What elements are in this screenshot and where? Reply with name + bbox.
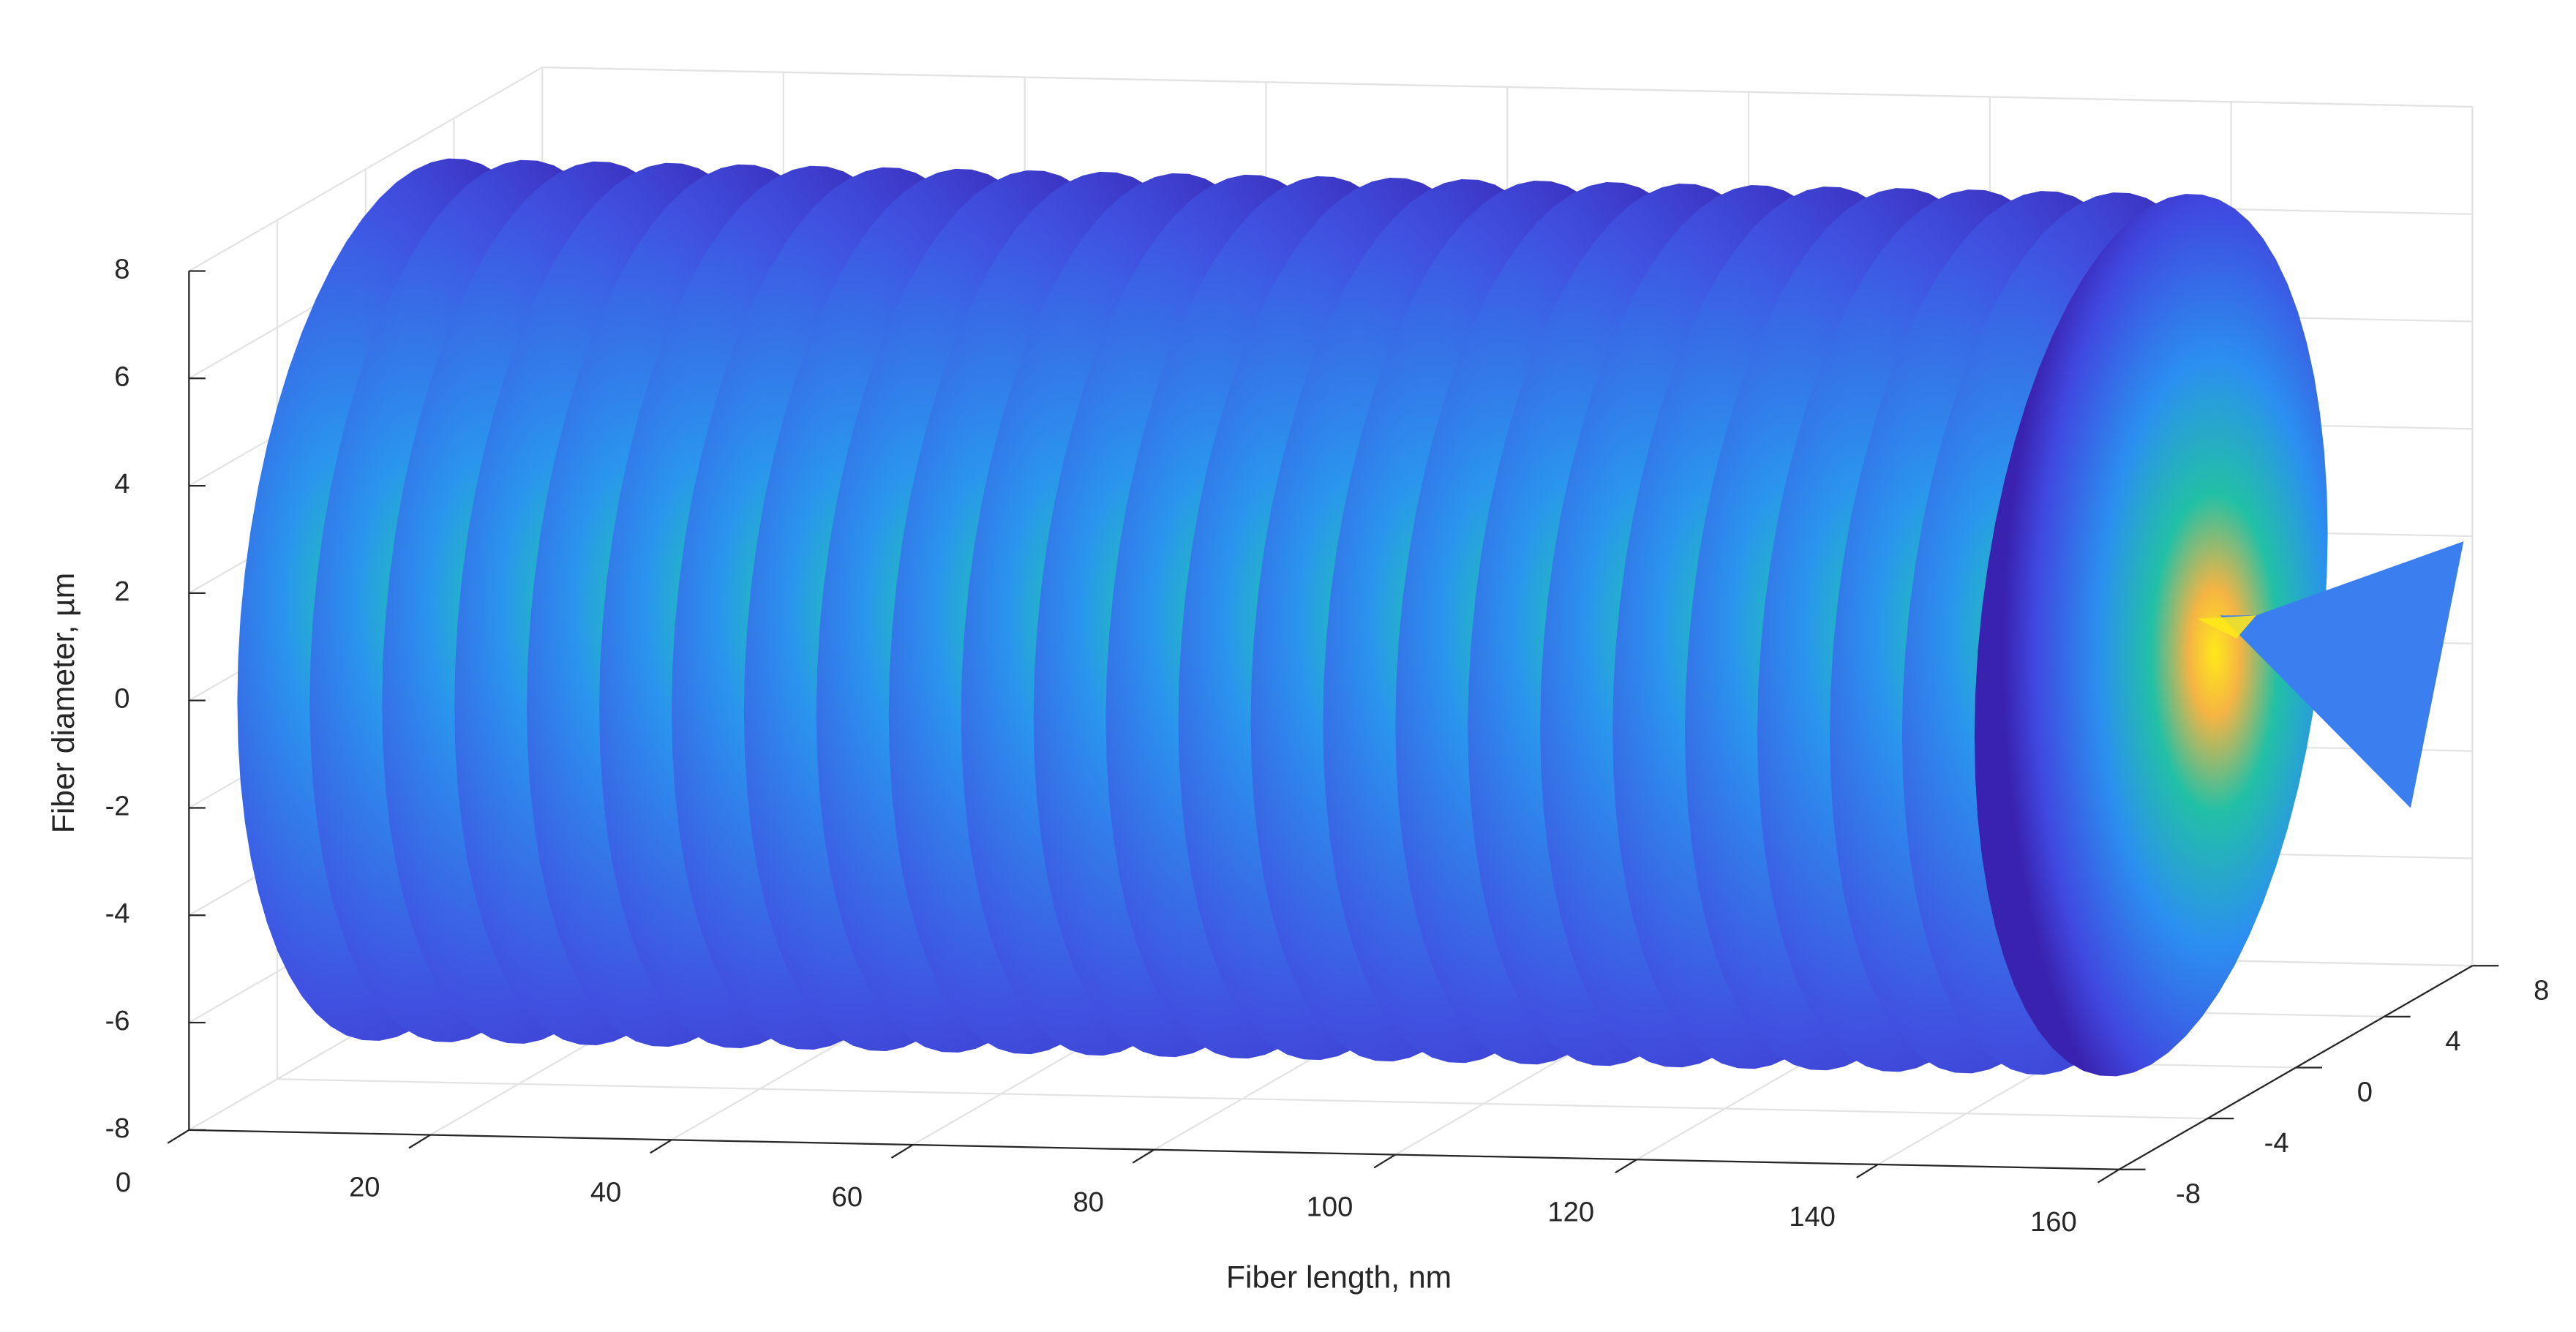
z-tick-label: 6	[114, 361, 129, 392]
z-tick-label: -4	[105, 898, 130, 929]
x-tick	[890, 1144, 914, 1159]
y-tick-label: -8	[2176, 1178, 2201, 1210]
z-tick-label: -2	[105, 791, 130, 822]
grid-line	[277, 1078, 2208, 1120]
x-tick	[1856, 1164, 1879, 1178]
z-tick-label: 0	[114, 683, 129, 715]
x-tick-label: 40	[590, 1176, 621, 1208]
x-axis-line	[189, 1129, 2119, 1170]
x-tick	[2097, 1168, 2120, 1184]
x-tick-label: 100	[1307, 1192, 1353, 1223]
x-tick-label: 120	[1547, 1196, 1594, 1227]
y-tick-label: 0	[2357, 1076, 2373, 1107]
z-tick-label: 2	[114, 576, 129, 607]
y-tick-label: -4	[2264, 1127, 2289, 1159]
box-edge	[542, 66, 2473, 108]
x-tick	[408, 1134, 431, 1149]
z-tick-label: -8	[105, 1113, 130, 1144]
y-tick-label: 8	[2534, 974, 2549, 1006]
x-tick-label: 60	[832, 1181, 863, 1213]
x-tick	[167, 1129, 189, 1144]
x-tick-label: 0	[116, 1167, 131, 1198]
x-tick-label: 160	[2030, 1206, 2077, 1238]
x-tick	[1132, 1148, 1155, 1164]
y-tick-label: 4	[2445, 1026, 2460, 1057]
z-tick-label: 8	[114, 254, 129, 285]
coil-end	[2220, 541, 2464, 808]
x-tick-label: 80	[1073, 1186, 1103, 1218]
x-tick	[1373, 1154, 1396, 1169]
axes: 0 20 40 60 80 100 120 140 160 -8 -6 -4 -2 0 2 4 6 8 -8 -4 0 4…	[105, 254, 2550, 1238]
coil-end-glow	[2197, 615, 2256, 639]
coil-turn	[1974, 194, 2328, 1077]
x-axis-label: Fiber length, nm	[1226, 1260, 1452, 1295]
x-tick	[650, 1139, 672, 1154]
x-tick-label: 20	[349, 1172, 380, 1203]
x-tick-label: 140	[1789, 1201, 1836, 1233]
x-tick	[1615, 1159, 1637, 1174]
z-axis-label: Fiber diameter, µm	[46, 573, 81, 833]
z-tick-label: -6	[105, 1005, 130, 1036]
surface	[237, 158, 2464, 1077]
z-tick-label: 4	[114, 468, 129, 500]
